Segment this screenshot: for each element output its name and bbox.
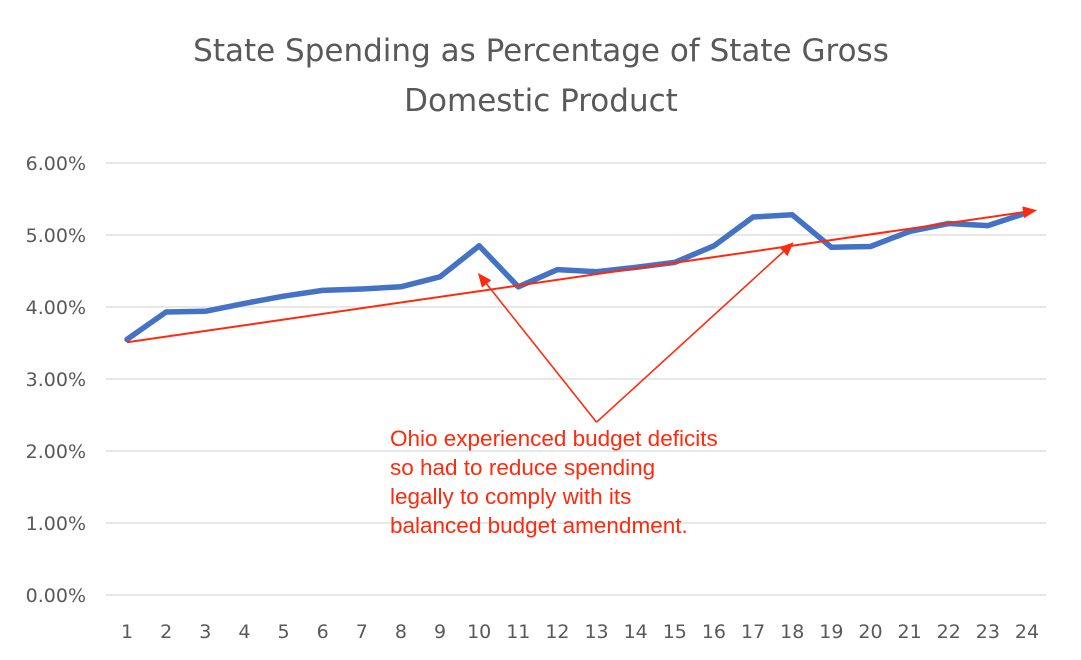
y-tick-label: 1.00% <box>26 513 86 535</box>
trendline <box>126 206 1037 344</box>
series-line-0 <box>124 209 1030 343</box>
x-tick-label: 15 <box>663 621 687 643</box>
x-tick-label: 17 <box>741 621 765 643</box>
x-axis-ticks: 1 2 3 4 5 6 7 8 9 10 11 12 13 14 15 16 17 18 19 20 21 22 23 24 <box>121 621 1039 643</box>
annotation-line-1: Ohio experienced budget deficits <box>390 426 718 451</box>
annotation-arrow-2 <box>596 242 794 423</box>
y-tick-label: 6.00% <box>26 153 86 175</box>
x-tick-label: 12 <box>545 621 569 643</box>
x-tick-label: 21 <box>898 621 922 643</box>
y-tick-label: 3.00% <box>26 369 86 391</box>
x-tick-label: 14 <box>624 621 648 643</box>
x-tick-label: 19 <box>819 621 843 643</box>
annotation-line-4: balanced budget amendment. <box>390 513 688 538</box>
y-tick-label: 0.00% <box>26 585 86 607</box>
annotation-text: Ohio experienced budget deficits so had … <box>390 424 850 540</box>
x-tick-label: 13 <box>584 621 608 643</box>
chart-title-line-2: Domestic Product <box>404 83 678 119</box>
annotation-arrows <box>477 242 794 423</box>
annotation-arrow-1 <box>477 273 598 423</box>
y-tick-label: 5.00% <box>26 225 86 247</box>
x-tick-label: 7 <box>356 621 368 643</box>
x-tick-label: 2 <box>160 621 172 643</box>
x-tick-label: 16 <box>702 621 726 643</box>
x-tick-label: 8 <box>395 621 407 643</box>
y-axis-ticks: 0.00% 1.00% 2.00% 3.00% 4.00% 5.00% 6.00% <box>26 153 86 607</box>
x-tick-label: 24 <box>1015 621 1039 643</box>
x-tick-label: 23 <box>976 621 1000 643</box>
y-tick-label: 4.00% <box>26 297 86 319</box>
x-tick-label: 9 <box>434 621 446 643</box>
x-tick-label: 6 <box>317 621 329 643</box>
annotation-line-3: legally to comply with its <box>390 484 632 509</box>
chart-title: State Spending as Percentage of State Gr… <box>0 26 1082 126</box>
x-tick-label: 18 <box>780 621 804 643</box>
x-tick-label: 3 <box>199 621 211 643</box>
x-tick-label: 11 <box>506 621 530 643</box>
x-tick-label: 1 <box>121 621 133 643</box>
chart-title-line-1: State Spending as Percentage of State Gr… <box>193 33 889 69</box>
x-tick-label: 4 <box>238 621 250 643</box>
y-tick-label: 2.00% <box>26 441 86 463</box>
trendline-arrow <box>126 206 1037 344</box>
annotation-line-2: so had to reduce spending <box>390 455 656 480</box>
gridlines <box>106 162 1046 596</box>
x-tick-label: 20 <box>858 621 882 643</box>
x-tick-label: 10 <box>467 621 491 643</box>
x-tick-label: 22 <box>937 621 961 643</box>
x-tick-label: 5 <box>277 621 289 643</box>
